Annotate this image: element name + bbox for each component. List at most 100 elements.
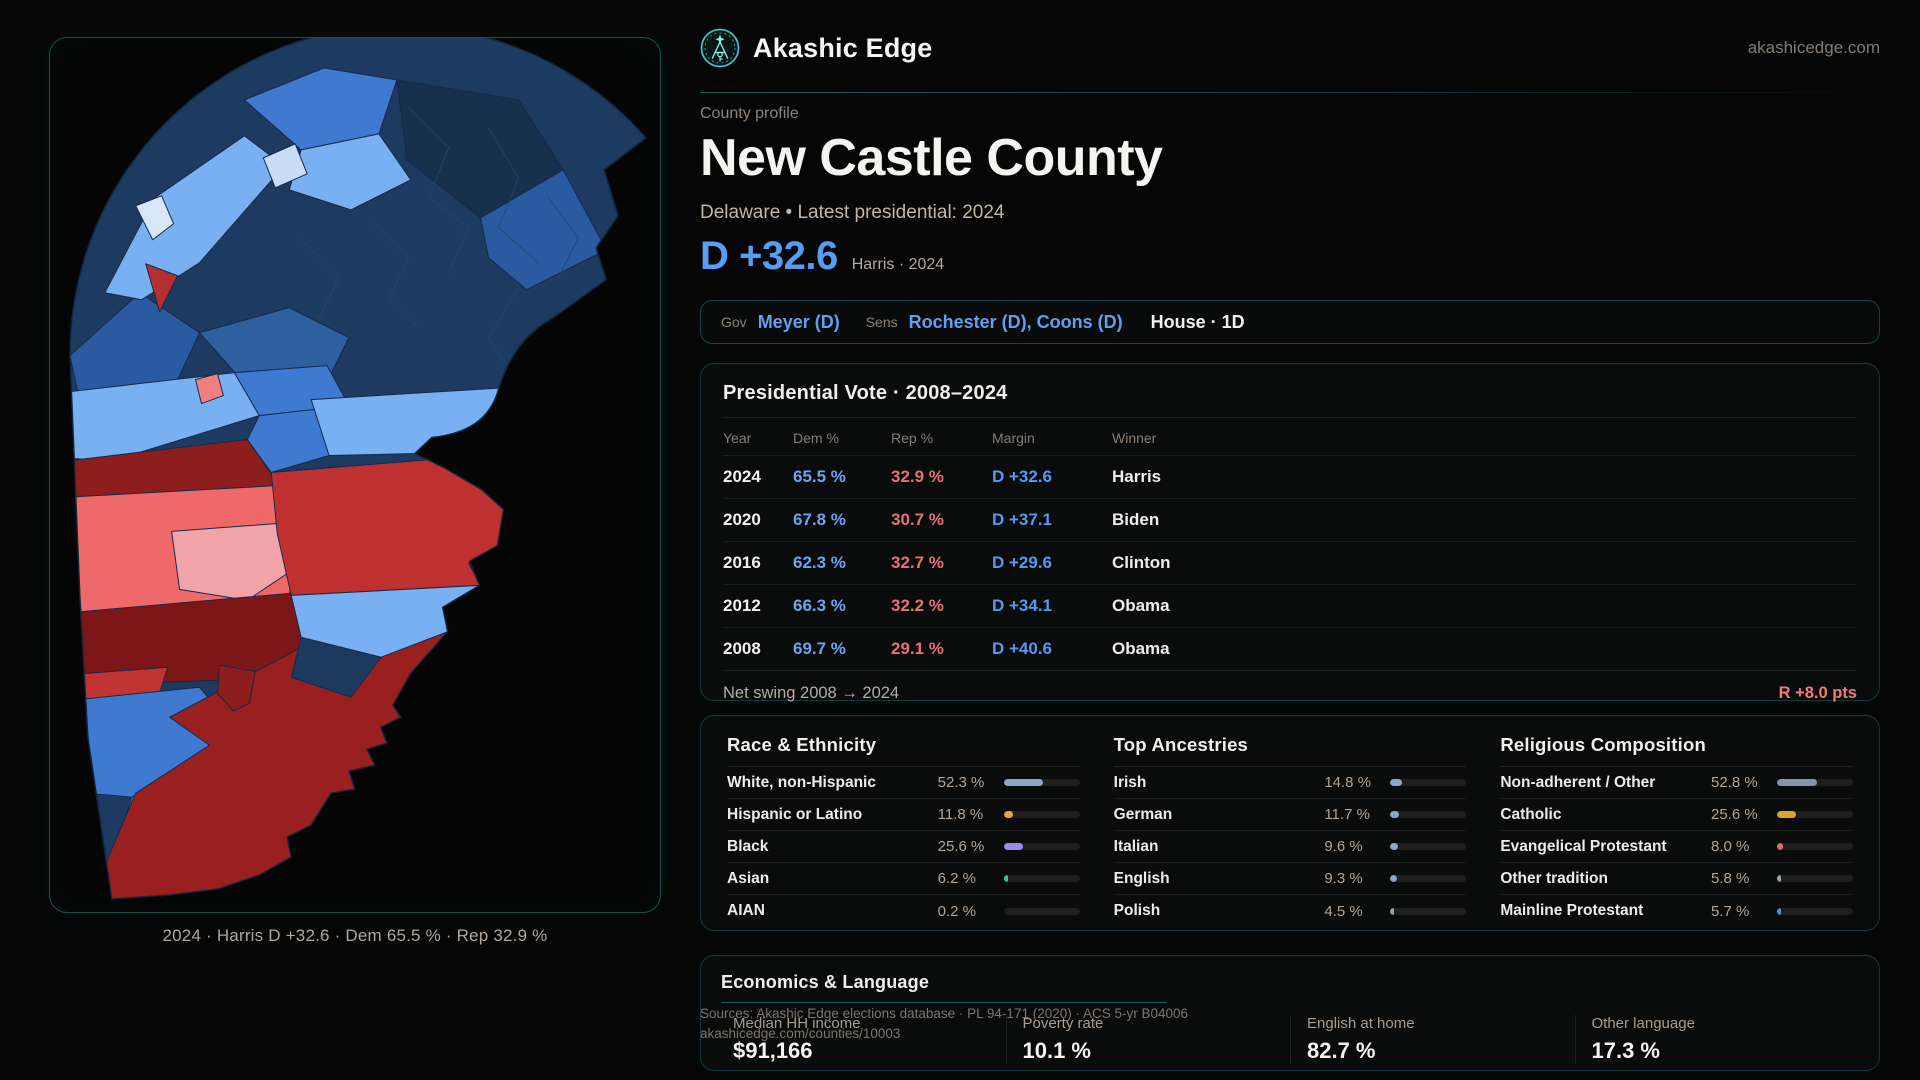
demo-row-bar-fill	[1776, 875, 1782, 882]
demo-row-label: Evangelical Protestant	[1500, 837, 1667, 855]
rep-cell: 32.7 %	[891, 541, 992, 585]
presidential-row-2008: 2008 69.7 % 29.1 % D +40.6 Obama	[723, 627, 1857, 671]
economics-stat-label: Other language	[1591, 1015, 1695, 1032]
demo-row-value: 6.2 %	[937, 870, 977, 887]
demo-column: Race & Ethnicity White, non-Hispanic 52.3 …	[727, 734, 1080, 927]
margin-value: D +32.6	[700, 234, 838, 278]
demo-row-bar	[1776, 779, 1853, 786]
demo-column: Top Ancestries Irish 14.8 % German 11.7 % Ita…	[1113, 734, 1467, 927]
demo-row-bar	[1776, 907, 1853, 915]
demo-row-value: 8.0 %	[1710, 838, 1750, 855]
net-swing-value: R +8.0 pts	[1778, 684, 1857, 702]
demo-row-bar-fill	[1776, 843, 1784, 850]
akashic-emblem-icon	[700, 28, 740, 68]
economics-card-title: Economics & Language	[721, 972, 930, 992]
demo-row-label: AIAN	[727, 902, 765, 919]
demographics-card: Race & Ethnicity White, non-Hispanic 52.3 …	[700, 715, 1880, 931]
economics-stat: Median HH income $91,166	[721, 1015, 1006, 1064]
presidential-vote-card: Presidential Vote · 2008–2024 Year Dem % R…	[700, 363, 1880, 703]
main-content: Akashic Edge akashicedge.com County prof…	[700, 0, 1880, 1080]
demo-row: German 11.7 %	[1113, 799, 1467, 831]
demo-row-value: 9.3 %	[1324, 870, 1363, 887]
year-cell: 2012	[723, 584, 793, 628]
brand-name: Akashic Edge	[753, 32, 933, 63]
net-swing-label: Net swing 2008 → 2024	[723, 684, 900, 702]
table-column-header: Year	[723, 418, 793, 456]
sens-label: Sens	[865, 314, 898, 330]
demo-column-title: Top Ancestries	[1113, 734, 1467, 767]
demo-row-bar-fill	[1390, 843, 1398, 850]
demo-row: Irish 14.8 %	[1113, 767, 1467, 799]
winner-cell: Biden	[1112, 498, 1857, 542]
dem-cell: 66.3 %	[793, 584, 891, 628]
winner-cell: Clinton	[1112, 541, 1857, 585]
demo-row-label: Italian	[1113, 837, 1159, 855]
dem-cell: 67.8 %	[793, 498, 891, 542]
demo-row-bar	[1776, 875, 1853, 882]
economics-stats: Median HH income $91,166 Poverty rate 10.1 …	[721, 1015, 1859, 1064]
year-cell: 2016	[723, 541, 793, 585]
economics-stat-value: $91,166	[733, 1038, 813, 1063]
margin-cell: D +37.1	[992, 498, 1112, 542]
demo-row-bar	[1390, 779, 1467, 786]
demo-row: White, non-Hispanic 52.3 %	[727, 767, 1080, 799]
demo-row-value: 11.7 %	[1324, 806, 1370, 823]
demo-row-value: 25.6 %	[937, 838, 985, 855]
demo-row: Mainline Protestant 5.7 %	[1500, 895, 1853, 927]
header-divider	[700, 92, 1880, 93]
table-column-header: Rep %	[891, 418, 992, 456]
county-precinct-map[interactable]	[49, 37, 661, 913]
economics-stat-label: English at home	[1307, 1015, 1415, 1032]
demo-row-bar	[1003, 811, 1080, 818]
year-cell: 2024	[723, 455, 793, 499]
margin-context: Harris · 2024	[851, 256, 945, 273]
presidential-row-2024: 2024 65.5 % 32.9 % D +32.6 Harris	[723, 455, 1857, 499]
demo-row-bar-fill	[1003, 779, 1044, 786]
table-header-row: Year Dem % Rep % Margin Winner	[723, 418, 1857, 456]
demo-column-title: Religious Composition	[1500, 734, 1853, 767]
economics-stat: Poverty rate 10.1 %	[1005, 1015, 1291, 1064]
dem-cell: 65.5 %	[793, 455, 891, 499]
table-column-header: Margin	[992, 418, 1112, 456]
demo-row-bar-fill	[1776, 779, 1818, 786]
margin-cell: D +32.6	[992, 455, 1112, 499]
demo-row-bar	[1390, 875, 1467, 882]
presidential-card-title: Presidential Vote · 2008–2024	[723, 382, 1857, 418]
demo-row-value: 52.3 %	[937, 774, 985, 791]
demo-row-value: 11.8 %	[937, 806, 984, 823]
economics-stat-label: Median HH income	[733, 1015, 861, 1032]
precinct-choropleth-svg	[69, 38, 648, 900]
sens-value-link[interactable]: Rochester (D), Coons (D)	[908, 311, 1123, 332]
demographics-columns: Race & Ethnicity White, non-Hispanic 52.3 …	[727, 734, 1853, 920]
presidential-vote-table: Year Dem % Rep % Margin Winner 2024 65.5 % 32.…	[723, 418, 1857, 671]
demo-row-value: 25.6 %	[1710, 806, 1758, 823]
demo-row-value: 4.5 %	[1324, 902, 1363, 920]
demo-row-bar-fill	[1390, 907, 1394, 915]
demo-row: Polish 4.5 %	[1114, 895, 1467, 927]
demo-column: Religious Composition Non-adherent / Othe…	[1500, 734, 1853, 927]
presidential-row-2016: 2016 62.3 % 32.7 % D +29.6 Clinton	[723, 541, 1857, 585]
dem-cell: 62.3 %	[793, 541, 891, 585]
demo-row-label: Other tradition	[1500, 869, 1608, 887]
economics-stat-value: 17.3 %	[1591, 1038, 1661, 1063]
demo-row-label: Polish	[1113, 902, 1161, 919]
officials-bar: Gov Meyer (D) Sens Rochester (D), Coons …	[700, 300, 1880, 344]
economics-stat: Other language 17.3 %	[1574, 1015, 1860, 1064]
demo-row: Non-adherent / Other 52.8 %	[1500, 767, 1853, 799]
demo-row-bar-fill	[1003, 843, 1024, 850]
dem-cell: 69.7 %	[793, 627, 891, 671]
gov-value-link[interactable]: Meyer (D)	[757, 311, 840, 332]
net-swing-row: Net swing 2008 → 2024 R +8.0 pts	[723, 684, 1857, 703]
demo-row: Other tradition 5.8 %	[1500, 863, 1853, 895]
site-domain-link[interactable]: akashicedge.com	[1747, 38, 1880, 57]
demo-row: Asian 6.2 %	[727, 863, 1080, 895]
demo-row: Black 25.6 %	[727, 831, 1080, 863]
demo-row-label: White, non-Hispanic	[727, 773, 876, 791]
demo-column-title: Race & Ethnicity	[727, 734, 1080, 767]
rep-cell: 32.9 %	[891, 455, 992, 499]
demo-row-label: Asian	[727, 869, 770, 887]
rep-cell: 29.1 %	[891, 627, 992, 671]
demo-row: Hispanic or Latino 11.8 %	[727, 799, 1080, 831]
table-column-header: Winner	[1112, 418, 1857, 456]
